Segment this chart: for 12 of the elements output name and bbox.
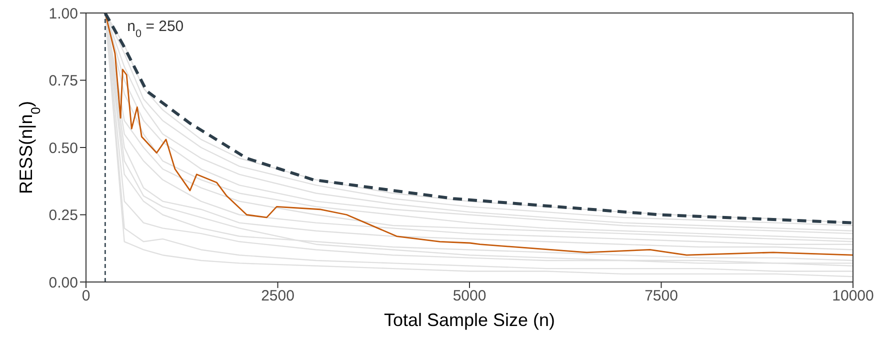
x-tick-label: 7500	[644, 288, 678, 305]
x-tick-label: 10000	[832, 288, 874, 305]
x-tick-label: 5000	[452, 288, 486, 305]
y-tick-label: 0.75	[48, 72, 78, 90]
y-tick-label: 0.25	[48, 207, 78, 224]
x-tick-label: 0	[82, 288, 90, 305]
y-tick-label: 1.00	[48, 5, 78, 22]
y-tick-label: 0.00	[48, 274, 78, 292]
x-tick-label: 2500	[261, 288, 294, 305]
y-tick-label: 0.50	[48, 140, 78, 157]
ref-line-label: n$_{0}$ = 250	[127, 18, 184, 40]
x-axis-title: Total Sample Size (n)	[384, 310, 556, 330]
